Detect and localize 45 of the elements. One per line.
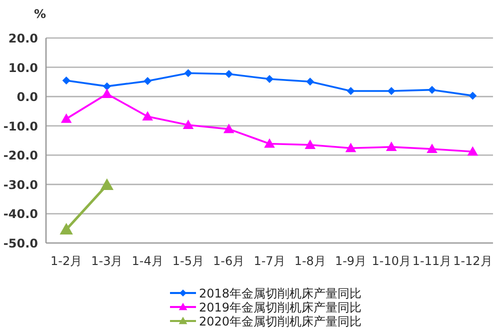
point — [345, 142, 356, 152]
y-tick-label: 20.0 — [8, 32, 38, 46]
x-tick-label: 1-8月 — [294, 254, 326, 268]
point — [387, 87, 396, 96]
x-tick-label: 1-12月 — [453, 254, 492, 268]
point — [467, 146, 478, 156]
point — [224, 70, 233, 78]
legend-label: 2019年金属切削机床产量同比 — [199, 300, 362, 314]
point — [144, 77, 152, 86]
point — [304, 139, 316, 149]
point — [62, 76, 70, 84]
point — [266, 75, 274, 83]
x-tick-label: 1-5月 — [172, 254, 204, 268]
point — [264, 138, 275, 148]
point — [426, 144, 438, 154]
point — [346, 87, 355, 96]
y-axis-title: % — [34, 7, 46, 21]
point — [142, 111, 153, 121]
point — [102, 88, 112, 98]
point — [60, 113, 72, 123]
x-tick-label: 1-2月 — [50, 254, 82, 268]
y-tick-label: -10.0 — [3, 119, 38, 134]
x-tick-label: 1-9月 — [334, 254, 367, 268]
point — [184, 69, 192, 78]
point — [306, 78, 314, 86]
x-tick-label: 1-10月 — [372, 254, 412, 268]
x-tick-label: 1-3月 — [91, 254, 123, 268]
point — [102, 82, 111, 90]
point — [386, 142, 397, 151]
point — [223, 124, 234, 134]
y-tick-label: 10.0 — [8, 60, 38, 75]
x-tick-label: 1-7月 — [254, 254, 286, 268]
point — [182, 120, 194, 130]
point — [468, 92, 477, 100]
legend-label: 2018年金属切削机床产量同比 — [199, 286, 362, 300]
legend-label: 2020年金属切削机床产量同比 — [199, 314, 362, 328]
y-tick-label: -20.0 — [3, 148, 38, 163]
x-tick-label: 1-11月 — [412, 254, 452, 268]
y-tick-label: 0.0 — [16, 90, 38, 104]
y-tick-label: -30.0 — [3, 178, 38, 192]
x-tick-label: 1-4月 — [132, 254, 164, 268]
y-tick-label: -50.0 — [3, 236, 38, 250]
x-tick-label: 1-6月 — [213, 254, 245, 268]
point — [428, 86, 436, 94]
y-tick-label: -40.0 — [3, 207, 38, 222]
